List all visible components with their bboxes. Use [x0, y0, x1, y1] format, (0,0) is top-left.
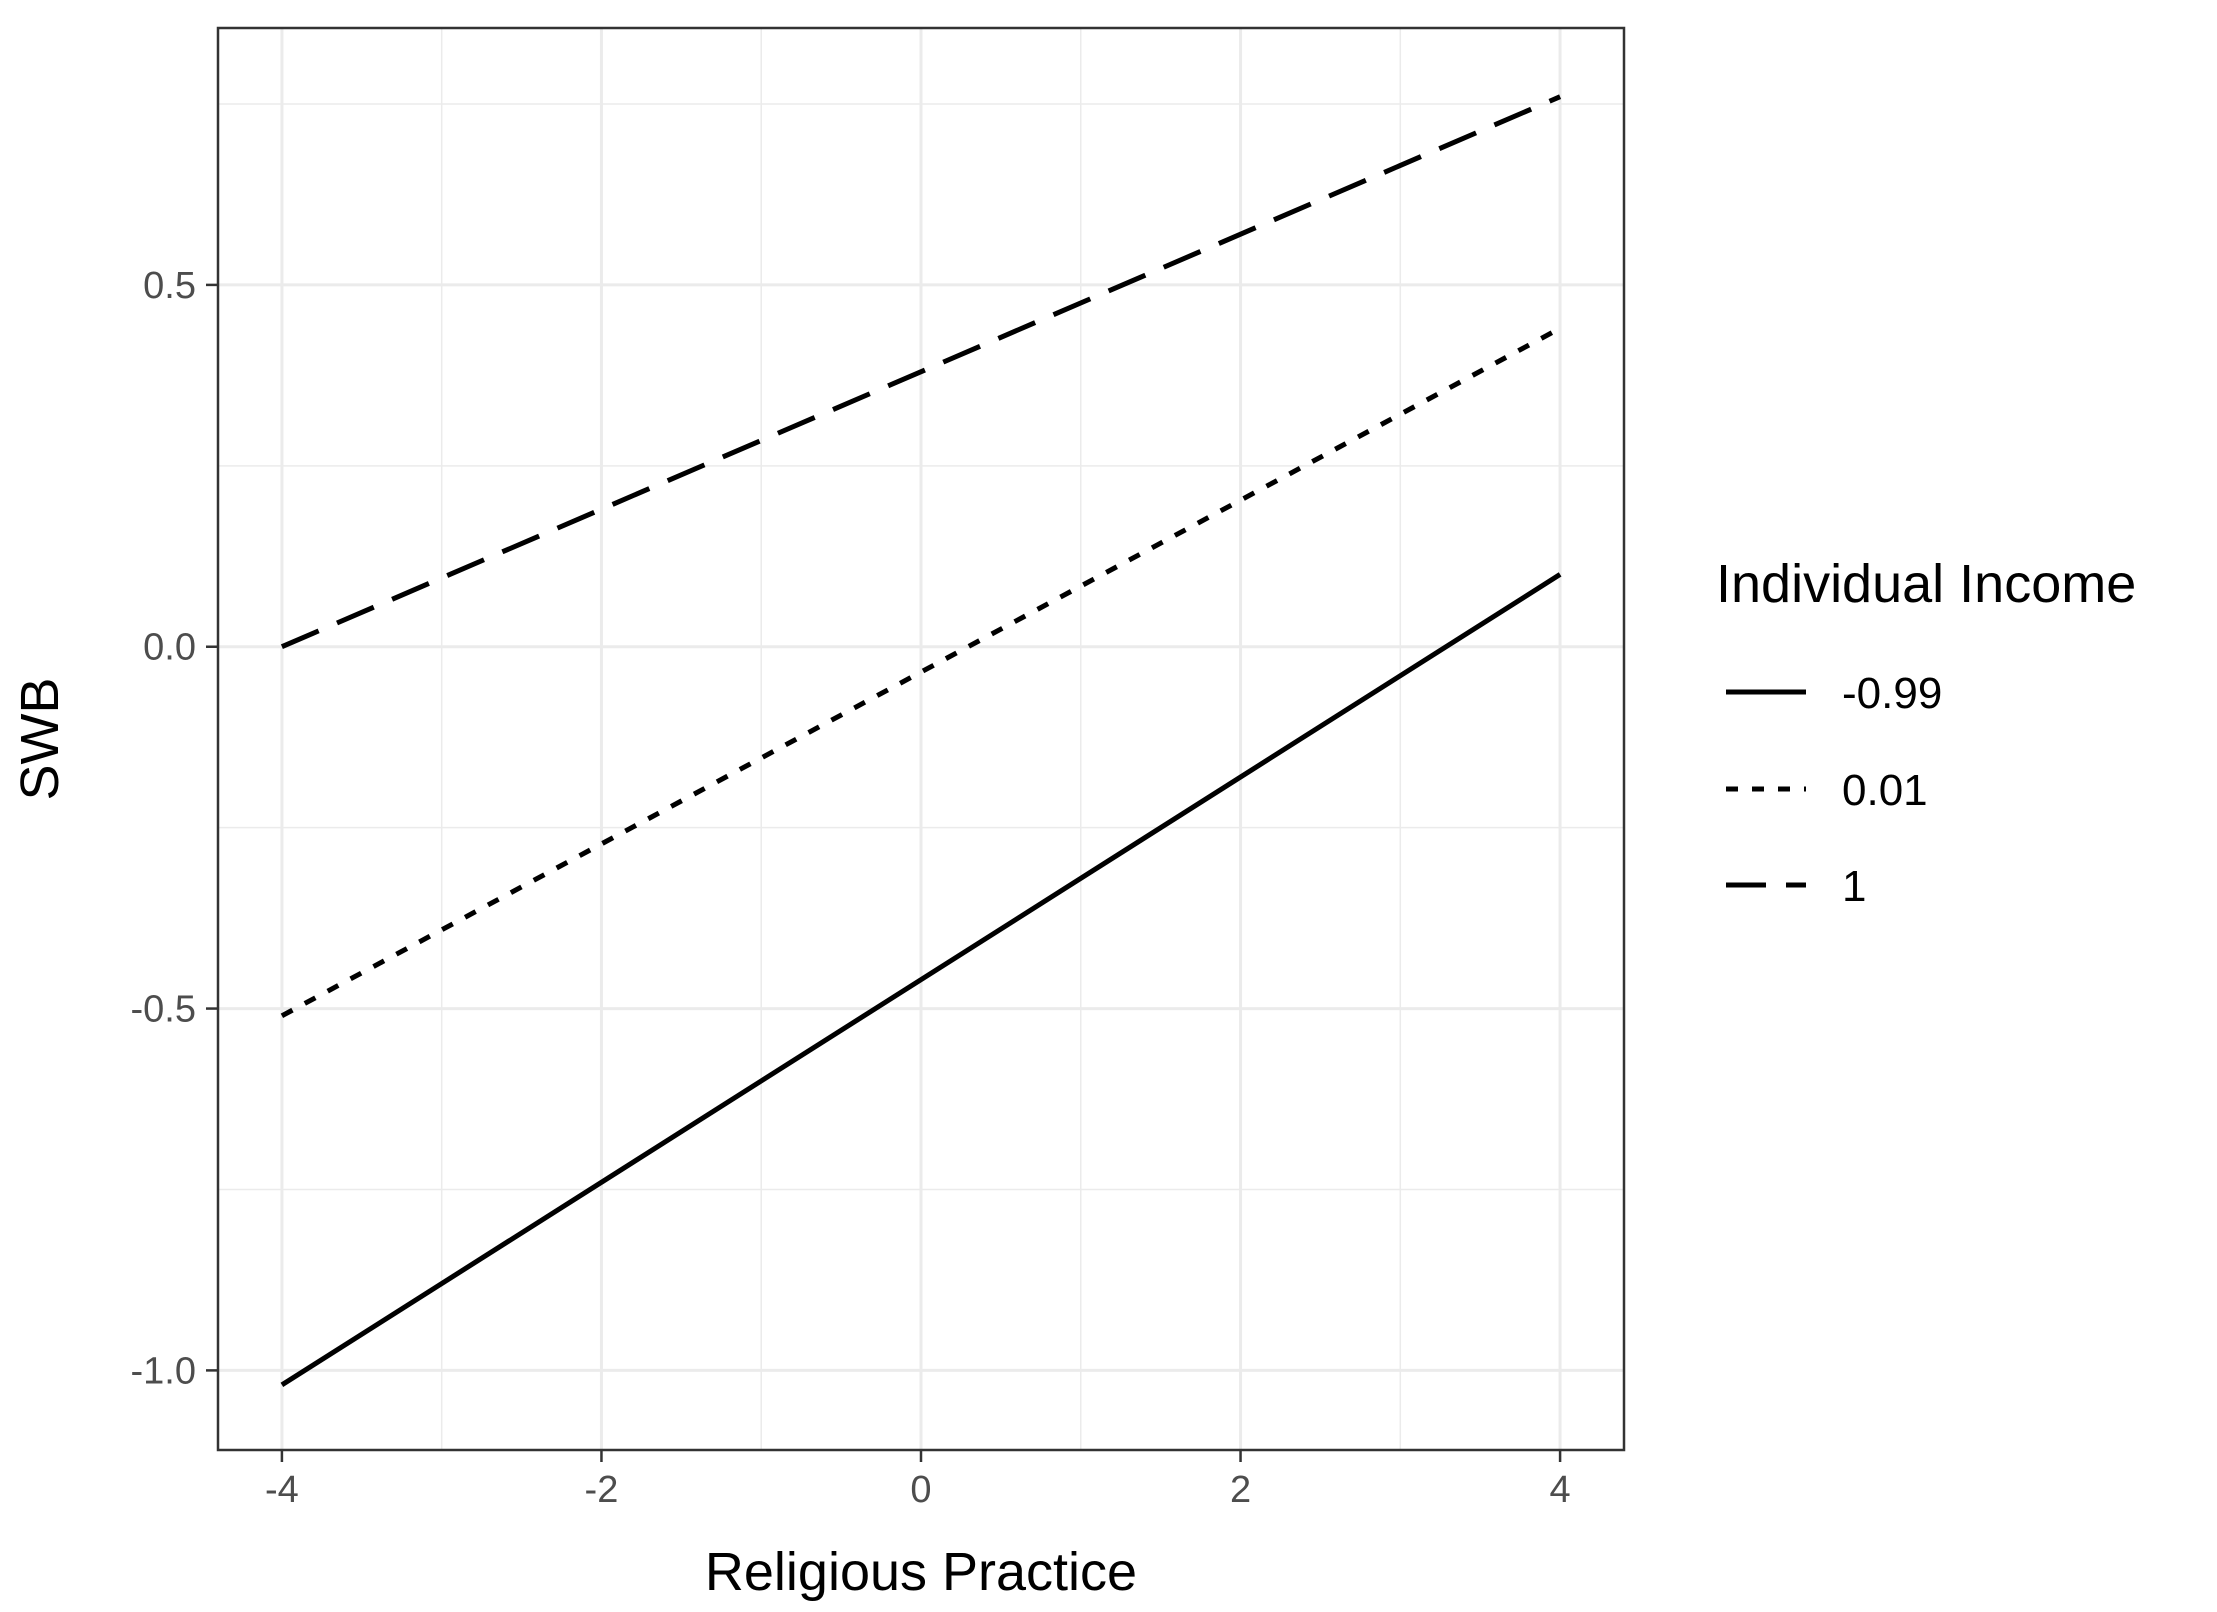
series-line-solid [280, 572, 1562, 1388]
y-tick-label: 0.0 [143, 627, 196, 669]
y-tick-label: 0.5 [143, 265, 196, 307]
legend-label: -0.99 [1842, 669, 1942, 718]
legend-label: 0.01 [1842, 766, 1928, 815]
legend-title: Individual Income [1716, 554, 2136, 614]
x-tick-label: -4 [265, 1469, 299, 1511]
y-tick-label: -1.0 [131, 1350, 196, 1392]
series-line-dotted [280, 326, 1562, 1019]
major-gridlines [218, 28, 1624, 1450]
x-axis-title: Religious Practice [705, 1542, 1137, 1602]
x-tick-label: 2 [1230, 1469, 1251, 1511]
y-axis-ticks: -1.0 -0.5 0.0 0.5 [131, 265, 218, 1392]
series-line-dashed [280, 94, 1562, 649]
series-lines [280, 94, 1562, 1388]
legend: Individual Income -0.99 0.01 1 [1716, 554, 2136, 911]
x-tick-label: 0 [910, 1469, 931, 1511]
legend-label: 1 [1842, 862, 1866, 911]
legend-items: -0.99 0.01 1 [1726, 669, 1942, 911]
x-tick-label: 4 [1550, 1469, 1571, 1511]
y-axis-title: SWB [10, 677, 70, 800]
x-tick-label: -2 [585, 1469, 619, 1511]
y-tick-label: -0.5 [131, 989, 196, 1031]
x-axis-ticks: -4 -2 0 2 4 [265, 1450, 1571, 1511]
